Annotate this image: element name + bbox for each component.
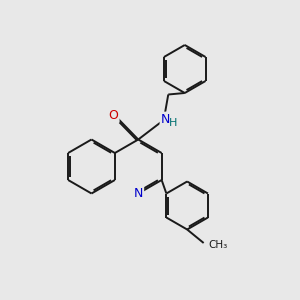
Text: O: O xyxy=(109,109,118,122)
Text: H: H xyxy=(169,118,178,128)
Text: N: N xyxy=(160,112,170,126)
Text: CH₃: CH₃ xyxy=(208,239,227,250)
Text: N: N xyxy=(134,187,143,200)
